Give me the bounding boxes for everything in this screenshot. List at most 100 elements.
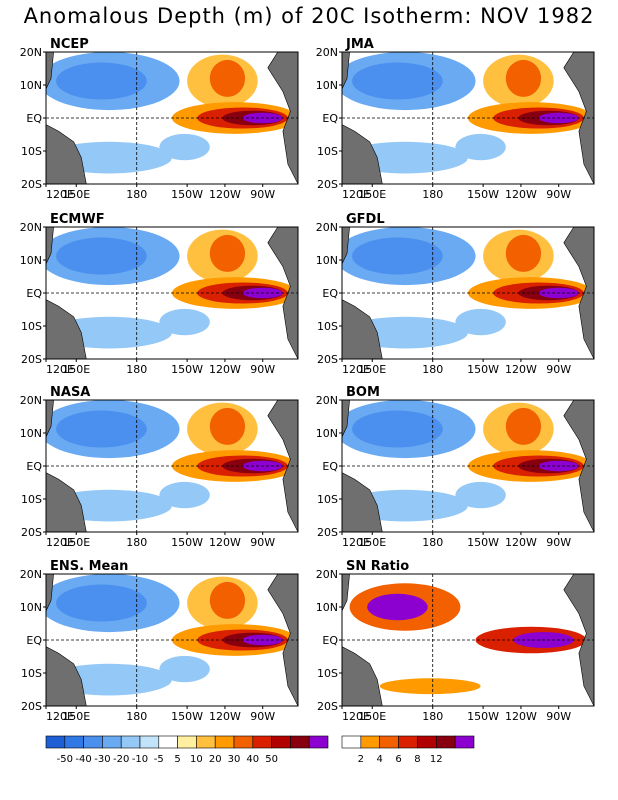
- panel-label: GFDL: [346, 212, 385, 227]
- lat-tick-label: EQ: [322, 460, 338, 473]
- legend-swatch: [360, 735, 381, 749]
- land-mass: [46, 400, 54, 438]
- legend-swatch: [454, 735, 475, 749]
- field-ens: [46, 574, 298, 706]
- lon-tick-label: 150W: [467, 710, 499, 723]
- lat-tick-label: 20N: [316, 46, 338, 59]
- lon-tick-label: 90W: [546, 710, 571, 723]
- lon-tick-label: 120E: [342, 188, 370, 201]
- lon-tick-label: 120W: [209, 188, 241, 201]
- legend-anomaly: -50 -40 -30 -20 -10 -5 5 10 20 30 40 50: [45, 735, 329, 765]
- legend-swatch: [271, 735, 291, 749]
- legend-label: -30: [94, 754, 110, 765]
- lat-tick-label: 10N: [20, 427, 42, 440]
- land-mass: [267, 227, 298, 359]
- page-title: Anomalous Depth (m) of 20C Isotherm: NOV…: [23, 4, 595, 28]
- lon-tick-label: 150E: [62, 188, 90, 201]
- lon-tick-label: 150W: [171, 710, 203, 723]
- lon-tick-label: 120W: [209, 536, 241, 549]
- lon-tick-label: 150E: [358, 710, 386, 723]
- lon-tick-label: 90W: [546, 363, 571, 376]
- legend-label: 20: [209, 754, 222, 765]
- lon-tick-label: 180: [126, 536, 147, 549]
- lat-tick-label: 20N: [20, 394, 42, 407]
- legend-label: 50: [265, 754, 278, 765]
- lat-tick-label: 20N: [316, 568, 338, 581]
- lon-tick-label: 120E: [46, 363, 74, 376]
- lat-tick-label: 20N: [20, 221, 42, 234]
- lon-tick-label: 120W: [505, 363, 537, 376]
- lat-tick-label: EQ: [26, 112, 42, 125]
- lat-tick-label: 10N: [316, 601, 338, 614]
- legend-label: 8: [414, 754, 420, 765]
- lon-tick-label: 120W: [505, 536, 537, 549]
- lon-tick-label: 150W: [467, 363, 499, 376]
- lat-tick-label: 10N: [20, 254, 42, 267]
- land-mass: [46, 52, 54, 90]
- lat-tick-label: EQ: [26, 634, 42, 647]
- panel-label: NCEP: [50, 37, 89, 52]
- panel-label: SN Ratio: [346, 559, 409, 574]
- land-mass: [563, 574, 594, 706]
- lon-tick-label: 150E: [62, 363, 90, 376]
- lat-tick-label: 20N: [316, 394, 338, 407]
- lat-tick-label: 20N: [316, 221, 338, 234]
- land-mass: [267, 574, 298, 706]
- land-mass: [267, 400, 298, 532]
- lat-tick-label: 20S: [21, 178, 42, 191]
- land-mass: [342, 646, 383, 706]
- lon-tick-label: 120W: [505, 710, 537, 723]
- lon-tick-label: 90W: [250, 710, 275, 723]
- lon-tick-label: 150W: [467, 536, 499, 549]
- lat-tick-label: 10S: [317, 667, 338, 680]
- field-ncep: [46, 52, 298, 184]
- land-mass: [342, 52, 350, 90]
- lat-tick-label: 10N: [20, 601, 42, 614]
- land-mass: [46, 227, 54, 265]
- lat-tick-label: 20N: [20, 568, 42, 581]
- lat-tick-label: 10N: [316, 254, 338, 267]
- lon-tick-label: 90W: [546, 188, 571, 201]
- lon-tick-label: 180: [126, 188, 147, 201]
- lat-tick-label: 10S: [21, 320, 42, 333]
- lat-tick-label: 10S: [317, 493, 338, 506]
- legend-swatch: [177, 735, 197, 749]
- lat-tick-label: 10S: [317, 320, 338, 333]
- lat-tick-label: EQ: [26, 460, 42, 473]
- lon-tick-label: 150W: [171, 536, 203, 549]
- lon-tick-label: 120E: [46, 710, 74, 723]
- lon-tick-label: 120W: [505, 188, 537, 201]
- lat-tick-label: 10N: [20, 79, 42, 92]
- lon-tick-label: 180: [126, 363, 147, 376]
- lat-tick-label: 20N: [20, 46, 42, 59]
- legend-swatch: [417, 735, 437, 749]
- land-mass: [267, 52, 298, 184]
- lat-tick-label: 10S: [317, 145, 338, 158]
- lon-tick-label: 120E: [342, 363, 370, 376]
- lon-tick-label: 180: [422, 710, 443, 723]
- land-mass: [46, 299, 87, 359]
- legend-label: 6: [395, 754, 401, 765]
- lon-tick-label: 150W: [171, 363, 203, 376]
- land-mass: [563, 400, 594, 532]
- lat-tick-label: 20S: [21, 526, 42, 539]
- legend-label: -40: [75, 754, 91, 765]
- land-mass: [563, 227, 594, 359]
- lat-tick-label: EQ: [322, 112, 338, 125]
- legend-swatch: [435, 735, 456, 749]
- lon-tick-label: 150E: [62, 536, 90, 549]
- legend-label: -5: [154, 754, 164, 765]
- lon-tick-label: 180: [422, 188, 443, 201]
- panel-label: NASA: [50, 385, 90, 400]
- lat-tick-label: 10S: [21, 667, 42, 680]
- legend-swatch: [196, 735, 216, 749]
- lon-tick-label: 120E: [46, 188, 74, 201]
- legend-swatch: [64, 735, 84, 749]
- land-mass: [46, 472, 87, 532]
- legend-label: 40: [246, 754, 259, 765]
- lat-tick-label: EQ: [322, 287, 338, 300]
